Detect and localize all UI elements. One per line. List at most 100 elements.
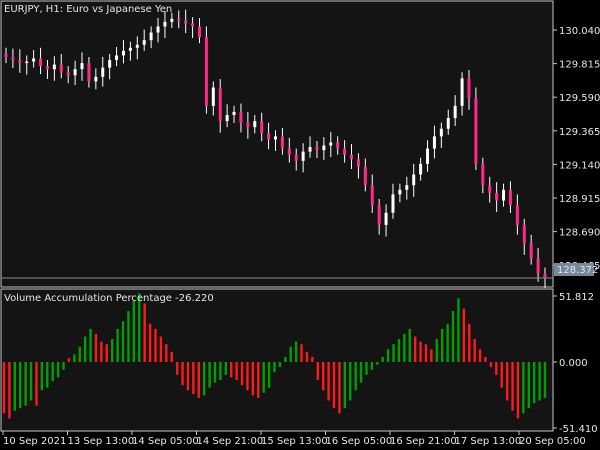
candle-body — [267, 133, 271, 140]
candle-body — [502, 189, 506, 201]
histogram-bar — [321, 362, 325, 391]
histogram-bar — [111, 339, 114, 362]
time-tick-label: 14 Sep 05:00 — [132, 436, 199, 447]
histogram-bar — [278, 362, 282, 368]
indicator-pane[interactable] — [0, 288, 554, 432]
histogram-bar — [316, 362, 319, 380]
histogram-bar — [441, 328, 444, 362]
candle-body — [52, 64, 56, 70]
histogram-bar — [262, 362, 265, 393]
histogram-bar — [192, 362, 195, 395]
histogram-bar — [51, 362, 54, 382]
candle-body — [350, 154, 354, 160]
candle-body — [308, 147, 312, 152]
vap-histogram — [2, 293, 547, 419]
candle-body — [11, 56, 15, 61]
histogram-bar — [327, 362, 330, 401]
histogram-bar — [284, 356, 287, 362]
histogram-bar — [462, 308, 466, 362]
current-price-label: 128.372 — [557, 265, 598, 276]
histogram-bar — [213, 362, 217, 383]
indicator-axis[interactable]: 51.812 0.000 -51.410 — [553, 292, 598, 435]
histogram-bar — [175, 362, 179, 375]
histogram-bar — [116, 328, 119, 362]
histogram-bar — [154, 328, 157, 362]
time-tick-label: 17 Sep 13:00 — [455, 436, 522, 447]
candle-body — [32, 58, 36, 62]
candle-body — [101, 67, 105, 77]
candle-body — [246, 122, 250, 128]
histogram-bar — [46, 362, 49, 388]
histogram-bar — [138, 293, 141, 362]
histogram-bar — [338, 362, 341, 414]
histogram-bar — [186, 362, 190, 391]
histogram-bar — [349, 362, 352, 401]
candle-body — [142, 40, 146, 45]
histogram-bar — [165, 344, 168, 362]
histogram-bar — [457, 298, 460, 362]
histogram-bar — [419, 341, 422, 362]
candle-body — [4, 53, 8, 57]
candle-body — [356, 159, 360, 167]
candle-body — [184, 20, 188, 24]
candle-body — [384, 212, 388, 225]
candle-body — [25, 61, 29, 64]
candle-body — [432, 136, 436, 149]
histogram-bar — [500, 362, 503, 388]
current-price-tag — [554, 263, 594, 276]
candle-body — [177, 18, 181, 21]
histogram-bar — [516, 362, 520, 419]
candle-body — [370, 185, 374, 206]
histogram-bar — [478, 349, 482, 362]
candle-body — [80, 63, 84, 70]
histogram-bar — [100, 341, 103, 362]
candle-body — [522, 224, 526, 244]
candle-body — [322, 145, 326, 151]
histogram-bar — [489, 362, 493, 368]
indicator-title: Volume Accumulation Percentage -26.220 — [4, 293, 214, 304]
price-chart-pane[interactable] — [0, 0, 554, 288]
histogram-bar — [224, 362, 228, 375]
time-tick-label: 14 Sep 21:00 — [197, 436, 264, 447]
candlestick-series — [4, 9, 547, 289]
histogram-bar — [159, 336, 163, 362]
time-tick-label: 16 Sep 21:00 — [390, 436, 457, 447]
candle-body — [315, 147, 319, 151]
candle-body — [543, 273, 547, 279]
histogram-bar — [240, 362, 244, 386]
candle-body — [301, 151, 305, 161]
histogram-bar — [35, 362, 38, 406]
price-tick-label: 129.140 — [559, 160, 600, 171]
histogram-bar — [13, 362, 17, 411]
time-tick-label: 13 Sep 13:00 — [68, 436, 135, 447]
histogram-bar — [381, 356, 384, 362]
histogram-bar — [143, 303, 146, 362]
candle-body — [191, 23, 195, 27]
candle-body — [274, 136, 277, 140]
histogram-bar — [170, 351, 173, 362]
candle-body — [329, 142, 333, 146]
histogram-bar — [522, 362, 525, 414]
time-tick-label: 10 Sep 2021 — [3, 436, 66, 447]
chart-title: EURJPY, H1: Euro vs Japanese Yen — [4, 4, 172, 15]
histogram-bar — [376, 362, 379, 365]
candle-body — [419, 163, 423, 175]
price-tick-label: 128.915 — [559, 194, 600, 205]
histogram-bar — [148, 323, 152, 362]
histogram-bar — [94, 333, 98, 362]
histogram-bar — [311, 356, 314, 362]
candle-body — [115, 55, 119, 61]
histogram-bar — [8, 362, 11, 419]
price-tick-label: 129.590 — [559, 93, 600, 104]
histogram-bar — [208, 362, 211, 388]
candle-body — [156, 26, 160, 33]
candle-body — [488, 185, 492, 193]
histogram-bar — [424, 344, 428, 362]
histogram-bar — [430, 349, 433, 362]
histogram-bar — [197, 362, 200, 398]
histogram-bar — [435, 339, 438, 362]
candle-body — [232, 111, 236, 115]
candle-body — [363, 166, 367, 186]
